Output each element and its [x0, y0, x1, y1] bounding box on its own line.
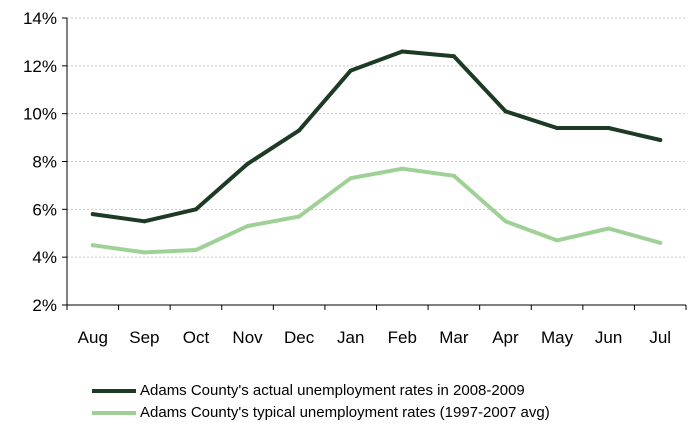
data-point-typical	[555, 238, 560, 243]
legend-item-actual: Adams County's actual unemployment rates…	[92, 380, 550, 402]
data-point-actual	[193, 207, 198, 212]
data-point-actual	[400, 49, 405, 54]
y-tick-label: 4%	[32, 248, 57, 267]
data-point-actual	[245, 161, 250, 166]
data-point-actual	[555, 126, 560, 131]
x-tick-label: Oct	[183, 328, 210, 347]
data-point-typical	[297, 214, 302, 219]
data-point-typical	[451, 173, 456, 178]
axes	[62, 17, 687, 310]
legend-item-typical: Adams County's typical unemployment rate…	[92, 402, 550, 424]
series-lines	[90, 49, 663, 255]
series-line-typical	[90, 166, 663, 255]
x-tick-label: Feb	[388, 328, 417, 347]
data-point-typical	[400, 166, 405, 171]
y-tick-label: 8%	[32, 153, 57, 172]
data-point-typical	[245, 224, 250, 229]
data-point-typical	[142, 250, 147, 255]
x-tick-label: Jan	[337, 328, 364, 347]
data-point-actual	[297, 128, 302, 133]
x-tick-label: Mar	[439, 328, 469, 347]
data-point-typical	[90, 243, 95, 248]
legend-label-typical: Adams County's typical unemployment rate…	[140, 404, 550, 421]
series-line-actual	[90, 49, 663, 224]
x-tick-label: Apr	[492, 328, 519, 347]
y-tick-label: 10%	[23, 105, 57, 124]
data-point-actual	[142, 219, 147, 224]
legend: Adams County's actual unemployment rates…	[92, 380, 550, 424]
data-point-actual	[658, 137, 663, 142]
data-point-actual	[606, 126, 611, 131]
x-tick-label: Sep	[129, 328, 159, 347]
data-point-typical	[348, 176, 353, 181]
x-tick-label: Jul	[649, 328, 671, 347]
data-point-actual	[90, 212, 95, 217]
x-tick-label: Dec	[284, 328, 315, 347]
x-tick-label: Jun	[595, 328, 622, 347]
tick-labels: 2% 4% 6% 8% 10% 12% 14% Aug Sep Oct Nov Dec Jan Feb Ma…	[23, 9, 671, 347]
data-point-actual	[348, 68, 353, 73]
legend-swatch-typical	[92, 411, 136, 415]
data-point-typical	[658, 240, 663, 245]
x-tick-label: May	[541, 328, 574, 347]
x-tick-label: Nov	[232, 328, 263, 347]
x-tick-label: Aug	[78, 328, 108, 347]
data-point-typical	[503, 219, 508, 224]
data-point-typical	[193, 247, 198, 252]
data-point-actual	[451, 54, 456, 59]
y-tick-label: 12%	[23, 57, 57, 76]
y-tick-label: 14%	[23, 9, 57, 28]
data-point-actual	[503, 109, 508, 114]
data-point-typical	[606, 226, 611, 231]
y-tick-label: 6%	[32, 200, 57, 219]
legend-label-actual: Adams County's actual unemployment rates…	[140, 382, 525, 399]
legend-swatch-actual	[92, 389, 136, 393]
line-chart: 2% 4% 6% 8% 10% 12% 14% Aug Sep Oct Nov Dec Jan Feb Ma…	[23, 9, 687, 347]
y-tick-label: 2%	[32, 296, 57, 315]
